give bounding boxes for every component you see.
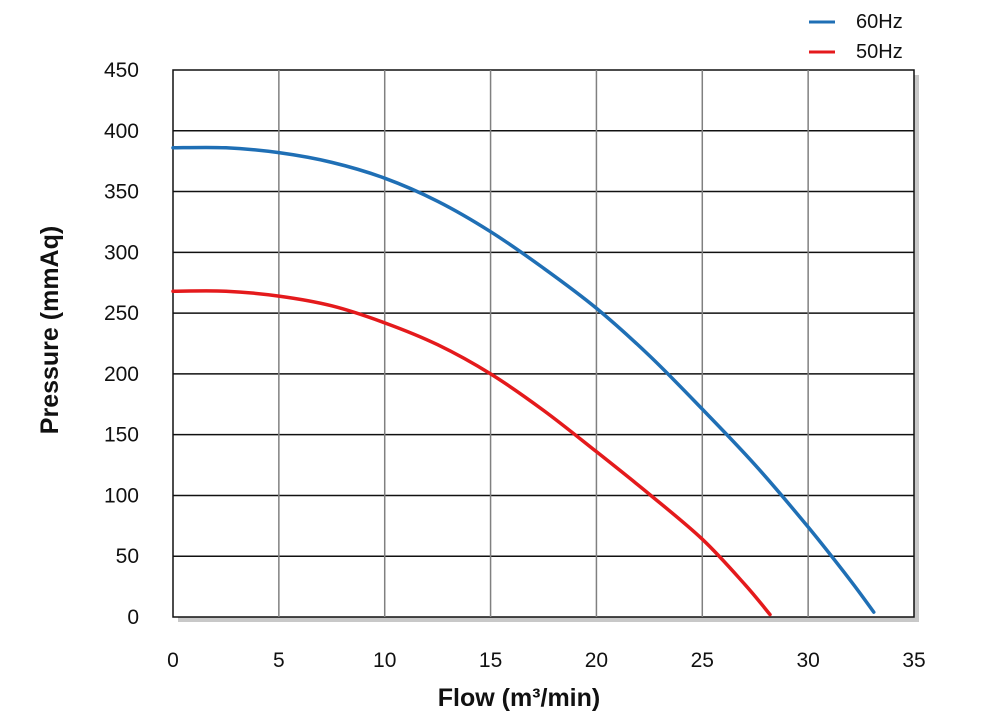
y-tick-label: 50 bbox=[116, 545, 139, 568]
x-tick-label: 0 bbox=[167, 649, 179, 672]
x-tick-label: 10 bbox=[373, 649, 396, 672]
x-tick-label: 20 bbox=[585, 649, 608, 672]
y-tick-label: 0 bbox=[127, 606, 139, 629]
y-tick-label: 450 bbox=[104, 59, 139, 82]
plot-area bbox=[172, 69, 915, 618]
legend-label-50hz: 50Hz bbox=[856, 41, 903, 63]
series-line-50hz bbox=[171, 289, 772, 617]
x-tick-label: 15 bbox=[479, 649, 502, 672]
y-tick-label: 150 bbox=[104, 424, 139, 447]
y-tick-label: 100 bbox=[104, 484, 139, 507]
y-tick-label: 400 bbox=[104, 120, 139, 143]
y-axis-title: Pressure (mmAq) bbox=[36, 226, 64, 434]
legend: 60Hz 50Hz bbox=[809, 11, 903, 63]
y-tick-label: 350 bbox=[104, 181, 139, 204]
x-tick-label: 30 bbox=[796, 649, 819, 672]
gridlines bbox=[173, 70, 914, 617]
x-tick-label: 5 bbox=[273, 649, 285, 672]
x-axis-title: Flow (m³/min) bbox=[438, 684, 600, 712]
y-tick-label: 250 bbox=[104, 302, 139, 325]
x-tick-label: 25 bbox=[691, 649, 714, 672]
y-tick-label: 200 bbox=[104, 363, 139, 386]
plot-frame bbox=[172, 69, 915, 618]
data-series bbox=[171, 145, 876, 617]
tick-labels: 0 50 100 150 200 250 300 350 400 450 0 5 10 15 20 25 30 3… bbox=[104, 59, 926, 672]
x-tick-label: 35 bbox=[902, 649, 925, 672]
legend-label-60hz: 60Hz bbox=[856, 11, 903, 33]
series-line-60hz bbox=[171, 145, 876, 614]
y-tick-label: 300 bbox=[104, 241, 139, 264]
